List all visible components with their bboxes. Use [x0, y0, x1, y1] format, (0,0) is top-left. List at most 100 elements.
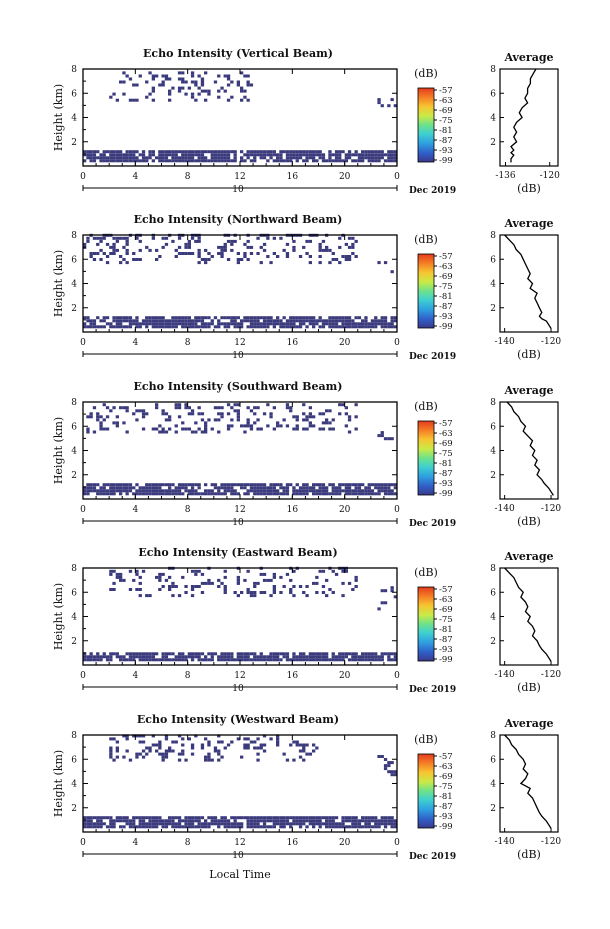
- echo-cell: [132, 734, 136, 738]
- echo-cell: [298, 652, 303, 656]
- echo-cell: [132, 486, 136, 490]
- echo-cell: [138, 588, 142, 591]
- echo-cell: [344, 255, 348, 258]
- echo-cell: [344, 325, 348, 329]
- echo-cell: [357, 153, 362, 157]
- echo-cell: [168, 77, 172, 81]
- echo-cell: [259, 655, 263, 659]
- echo-cell: [276, 316, 280, 320]
- echo-cell: [347, 319, 352, 323]
- echo-cell: [341, 325, 345, 329]
- echo-cell: [308, 489, 312, 493]
- echo-cell: [177, 758, 182, 762]
- echo-cell: [194, 421, 198, 425]
- echo-cell: [109, 572, 113, 576]
- echo-cell: [351, 825, 355, 829]
- echo-cell: [128, 588, 133, 591]
- echo-cell: [341, 652, 345, 656]
- echo-cell: [155, 492, 159, 496]
- echo-cell: [344, 483, 348, 487]
- echo-cell: [259, 325, 263, 329]
- echo-cell: [102, 150, 106, 154]
- echo-cell: [112, 245, 116, 249]
- echo-cell: [220, 486, 224, 490]
- echo-cell: [393, 150, 397, 154]
- echo-cell: [236, 652, 240, 656]
- echo-cell: [204, 489, 208, 493]
- echo-cell: [92, 156, 97, 160]
- echo-cell: [390, 816, 394, 820]
- echo-cell: [279, 825, 283, 829]
- echo-cell: [217, 492, 221, 496]
- echo-cell: [334, 153, 339, 157]
- echo-cell: [86, 150, 90, 154]
- echo-cell: [246, 822, 250, 826]
- echo-cell: [289, 822, 293, 826]
- echo-cell: [197, 822, 201, 826]
- echo-cell: [243, 95, 247, 99]
- echo-cell: [236, 655, 240, 659]
- echo-cell: [325, 409, 329, 413]
- echo-cell: [119, 153, 123, 157]
- echo-cell: [213, 325, 218, 329]
- colorbar: [417, 753, 435, 829]
- echo-cell: [177, 252, 182, 255]
- echo-cell: [341, 655, 345, 659]
- profile-frame: [499, 401, 559, 500]
- echo-cell: [190, 489, 195, 493]
- echo-cell: [364, 153, 368, 157]
- echo-cell: [305, 325, 309, 329]
- echo-cell: [119, 655, 123, 659]
- echo-cell: [374, 156, 378, 160]
- echo-cell: [155, 489, 159, 493]
- echo-cell: [331, 483, 335, 487]
- echo-cell: [249, 819, 254, 823]
- echo-cell: [86, 483, 90, 487]
- echo-cell: [151, 74, 155, 78]
- echo-cell: [99, 156, 103, 160]
- echo-cell: [321, 322, 326, 326]
- echo-cell: [177, 319, 182, 323]
- echo-cell: [161, 658, 165, 662]
- echo-cell: [249, 409, 254, 413]
- echo-cell: [253, 325, 257, 329]
- echo-cell: [109, 752, 113, 756]
- echo-cell: [253, 591, 257, 594]
- echo-cell: [272, 252, 276, 255]
- echo-cell: [266, 150, 270, 154]
- echo-cell: [292, 427, 296, 431]
- echo-cell: [312, 159, 316, 163]
- profile-y-tick-label: 8: [490, 564, 496, 574]
- echo-cell: [115, 572, 119, 576]
- echo-cell: [122, 245, 126, 249]
- echo-cell: [328, 588, 332, 591]
- echo-cell: [220, 581, 224, 585]
- echo-cell: [269, 316, 273, 320]
- echo-cell: [272, 591, 276, 594]
- echo-cell: [377, 434, 381, 438]
- echo-cell: [298, 822, 303, 826]
- echo-cell: [269, 486, 273, 490]
- echo-cell: [158, 740, 162, 744]
- echo-cell: [128, 822, 133, 826]
- echo-cell: [96, 489, 100, 493]
- echo-cell: [220, 492, 224, 496]
- echo-cell: [122, 406, 126, 410]
- echo-cell: [253, 585, 257, 588]
- echo-cell: [393, 483, 397, 487]
- echo-cell: [240, 816, 244, 820]
- echo-cell: [390, 153, 394, 157]
- echo-cell: [223, 575, 227, 579]
- echo-cell: [115, 239, 119, 243]
- echo-cell: [298, 819, 303, 823]
- echo-cell: [354, 825, 358, 829]
- echo-cell: [262, 412, 267, 416]
- echo-cell: [230, 95, 234, 99]
- echo-cell: [161, 325, 165, 329]
- echo-cell: [321, 421, 326, 425]
- echo-cell: [128, 825, 133, 829]
- echo-cell: [164, 159, 169, 163]
- echo-cell: [308, 261, 312, 265]
- echo-cell: [390, 437, 394, 441]
- echo-cell: [102, 418, 106, 422]
